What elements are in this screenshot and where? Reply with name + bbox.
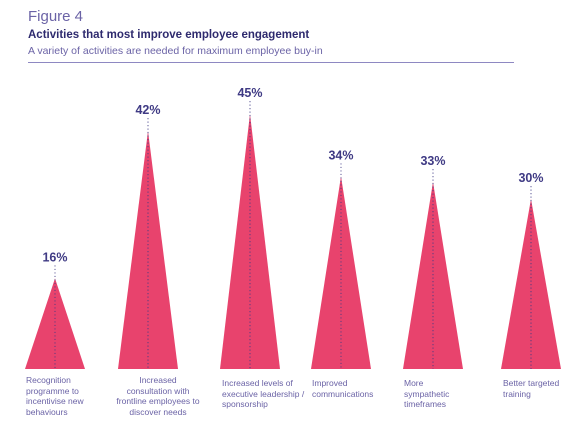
data-label: 45% [237,86,262,100]
bar-5 [403,182,463,369]
data-label: 16% [42,250,67,264]
data-label: 34% [328,148,353,162]
bar-1 [25,278,85,369]
data-label: 30% [518,171,543,185]
chart-title: Activities that most improve employee en… [28,29,310,41]
data-label: 42% [135,103,160,117]
category-label: More sympathetic timeframes [404,378,450,409]
bar-2 [118,131,178,369]
title-divider [28,62,514,63]
category-label: Recognition programme to incentivise new… [26,375,84,417]
figure-label: Figure 4 [28,8,84,25]
category-label: Improved communications [312,378,374,399]
chart-subtitle: A variety of activities are needed for m… [28,45,323,57]
data-label: 33% [420,154,445,168]
category-label: Better targeted training [503,378,560,399]
category-label: Increased levels of executive leadership… [222,378,305,409]
category-label: Increased consultation with frontline em… [116,375,200,417]
